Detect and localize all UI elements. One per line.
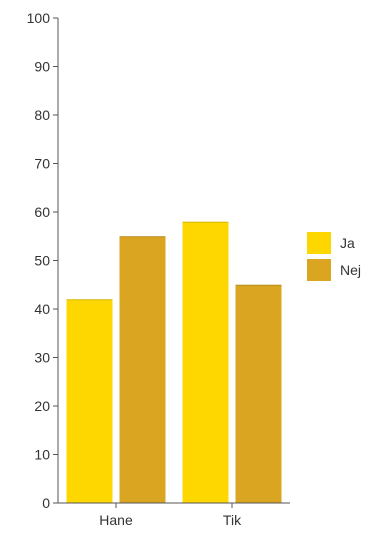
y-tick-label: 30	[34, 350, 50, 366]
legend: Ja Nej	[307, 232, 361, 281]
y-tick-label: 60	[34, 204, 50, 220]
bar-ja-hane	[66, 299, 113, 503]
y-tick-label: 0	[42, 495, 50, 511]
y-tick-label: 10	[34, 447, 50, 463]
legend-swatch-nej	[307, 259, 331, 281]
y-tick-label: 100	[27, 10, 51, 26]
bar-nej-tik	[235, 284, 282, 503]
x-tick-label: Hane	[99, 512, 133, 528]
y-tick-label: 70	[34, 156, 50, 172]
y-tick-label: 80	[34, 107, 50, 123]
bar-ja-tik	[182, 221, 229, 503]
legend-swatch-ja	[307, 232, 331, 254]
y-tick-label: 20	[34, 398, 50, 414]
legend-label-ja: Ja	[340, 235, 355, 251]
y-tick-label: 90	[34, 59, 50, 75]
x-axis: Hane Tik	[58, 502, 290, 528]
y-tick-label: 40	[34, 301, 50, 317]
bars	[66, 221, 282, 503]
x-tick-label: Tik	[223, 512, 242, 528]
legend-label-nej: Nej	[340, 262, 361, 278]
bar-nej-hane	[119, 236, 166, 503]
y-axis: 0 10 20 30 40 50 60 70 80 90 100	[27, 10, 59, 511]
y-tick-label: 50	[34, 253, 50, 269]
